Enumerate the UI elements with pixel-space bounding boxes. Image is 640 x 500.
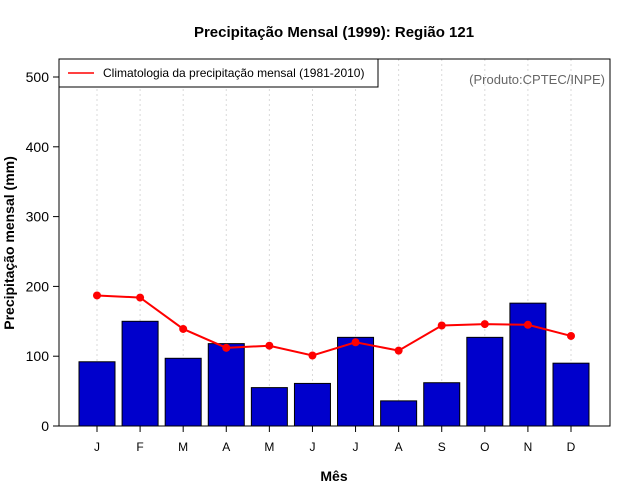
y-axis-title: Precipitação mensal (mm)	[1, 156, 17, 330]
x-tick-label: O	[480, 440, 489, 454]
climatology-point	[93, 291, 101, 300]
y-tick-label: 500	[26, 69, 50, 85]
bar	[207, 343, 245, 427]
bar	[121, 320, 159, 427]
climatology-point	[222, 343, 231, 352]
climatology-point	[567, 331, 575, 340]
legend: Climatologia da precipitação mensal (198…	[58, 58, 379, 88]
bar	[78, 361, 116, 427]
bar	[337, 336, 375, 427]
x-tick-label: M	[178, 440, 188, 454]
bar	[466, 336, 504, 427]
legend-box	[58, 58, 379, 88]
bar	[164, 357, 202, 427]
y-tick-label: 100	[26, 348, 50, 364]
bar	[250, 387, 288, 427]
climatology-point	[394, 346, 403, 355]
climatology-point	[351, 338, 360, 347]
y-tick-label: 400	[26, 139, 50, 155]
x-tick-label: F	[136, 440, 143, 454]
climatology-line	[96, 294, 572, 357]
bar	[380, 400, 418, 427]
x-tick-label: M	[264, 440, 274, 454]
climatology-point	[437, 321, 446, 330]
bar	[552, 362, 590, 427]
x-tick-label: J	[94, 440, 100, 454]
y-tick-label: 300	[26, 209, 50, 225]
bar	[423, 382, 461, 427]
bar	[293, 382, 331, 427]
climatology-point	[136, 293, 145, 302]
x-tick-label: A	[222, 440, 230, 454]
x-axis-title: Mês	[320, 468, 347, 484]
credit-annotation: (Produto:CPTEC/INPE)	[469, 72, 605, 87]
climatology-line-series	[93, 291, 575, 360]
x-tick-label: S	[438, 440, 446, 454]
climatology-point	[523, 320, 532, 329]
y-tick-label: 200	[26, 278, 50, 294]
x-tick-label: N	[524, 440, 533, 454]
chart-title: Precipitação Mensal (1999): Região 121	[194, 24, 474, 41]
climatology-point	[179, 324, 188, 333]
x-tick-label: A	[395, 440, 403, 454]
y-axis: 0 100 200 300 400 500	[26, 69, 59, 434]
x-tick-label: J	[309, 440, 315, 454]
climatology-point	[265, 341, 274, 350]
bar-series	[78, 302, 590, 427]
y-tick-label: 0	[41, 418, 49, 434]
x-tick-label: D	[567, 440, 576, 454]
climatology-point	[308, 351, 317, 360]
climatology-point	[480, 320, 489, 329]
legend-label: Climatologia da precipitação mensal (198…	[103, 66, 364, 80]
x-tick-label: J	[353, 440, 359, 454]
